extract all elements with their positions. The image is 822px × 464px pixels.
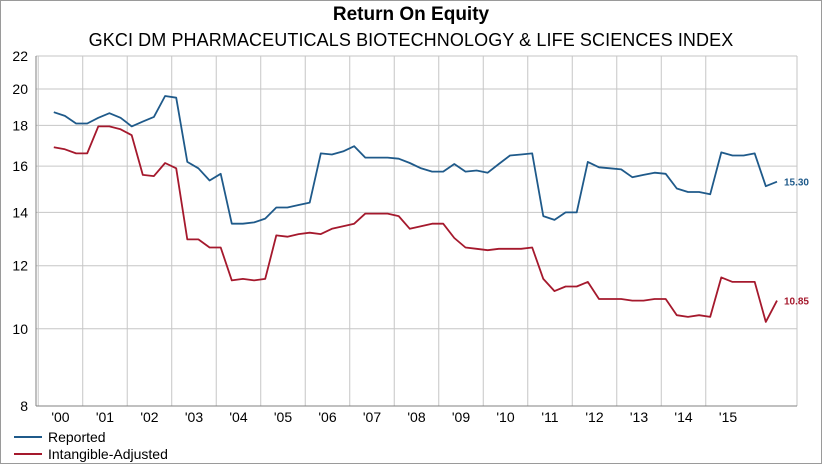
legend-swatch-reported	[14, 435, 42, 438]
legend-label-intangible-adjusted: Intangible-Adjusted	[48, 445, 168, 462]
x-tick-label-8: '08	[407, 409, 425, 425]
y-tick-label-12: 12	[12, 258, 28, 274]
x-tick-label-0: '00	[51, 409, 69, 425]
x-tick-label-5: '05	[274, 409, 292, 425]
legend-label-reported: Reported	[48, 428, 106, 445]
legend-item-reported: Reported	[14, 428, 168, 445]
end-labels: 15.30 10.85	[784, 178, 809, 308]
x-tick-label-6: '06	[318, 409, 336, 425]
y-tick-label-20: 20	[12, 81, 28, 97]
x-tick-label-2: '02	[140, 409, 158, 425]
end-label-intangible-adjusted: 10.85	[784, 297, 809, 308]
legend: Reported Intangible-Adjusted	[14, 428, 168, 462]
x-tick-label-7: '07	[363, 409, 381, 425]
axes: 8 10 12 14 16 18 20 22 '00 '01 '02 '03 '04 '05 '06 '07 '…	[12, 48, 797, 425]
x-tick-label-12: '12	[585, 409, 603, 425]
y-tick-label-16: 16	[12, 158, 28, 174]
y-tick-label-18: 18	[12, 117, 28, 133]
y-tick-label-22: 22	[12, 48, 28, 64]
grid-lines	[36, 55, 798, 407]
x-tick-label-4: '04	[229, 409, 247, 425]
x-tick-label-10: '10	[496, 409, 514, 425]
y-tick-label-10: 10	[12, 321, 28, 337]
legend-swatch-intangible-adjusted	[14, 452, 42, 455]
legend-item-intangible-adjusted: Intangible-Adjusted	[14, 445, 168, 462]
x-tick-label-3: '03	[185, 409, 203, 425]
series-lines	[53, 95, 778, 323]
x-tick-label-1: '01	[96, 409, 114, 425]
x-tick-label-11: '11	[541, 409, 558, 425]
series-line-reported	[53, 95, 778, 225]
x-tick-label-13: '13	[630, 409, 648, 425]
x-tick-label-15: '15	[719, 409, 737, 425]
y-tick-label-14: 14	[12, 204, 28, 220]
y-tick-label-8: 8	[20, 398, 28, 414]
chart-title: Return On Equity	[332, 4, 490, 25]
x-tick-label-14: '14	[674, 409, 692, 425]
chart-subtitle: GKCI DM PHARMACEUTICALS BIOTECHNOLOGY & …	[88, 30, 734, 50]
x-tick-label-9: '09	[452, 409, 470, 425]
end-label-reported: 15.30	[784, 178, 809, 189]
series-line-intangible-adjusted	[53, 125, 778, 323]
